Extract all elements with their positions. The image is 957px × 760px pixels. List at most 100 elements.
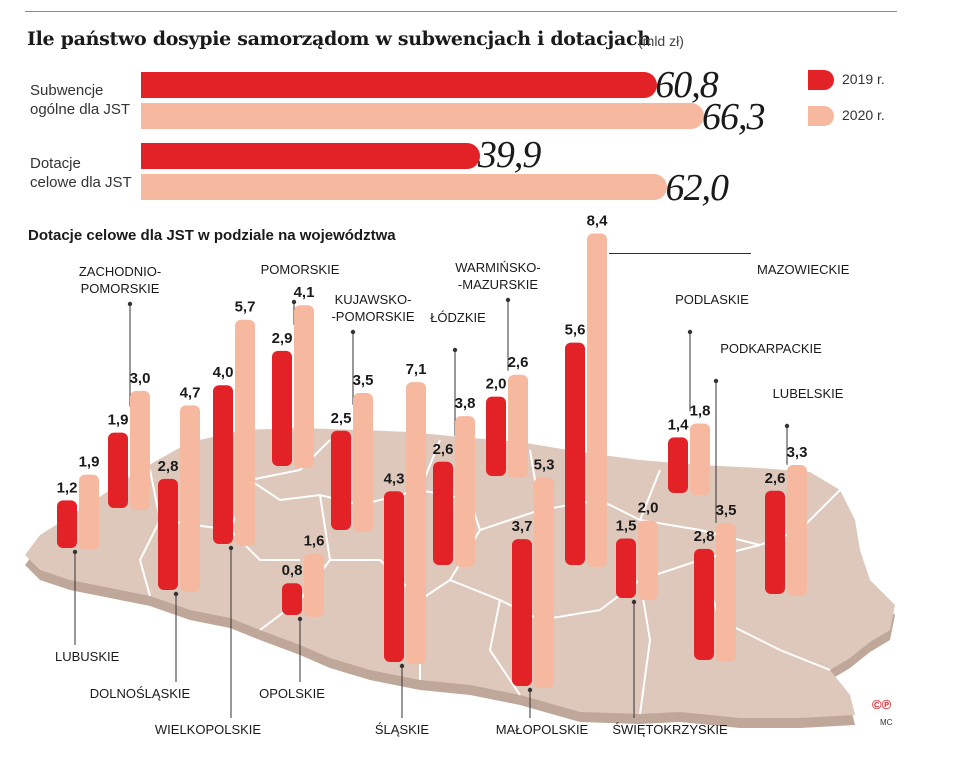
bar-2020-mazowieckie (587, 233, 607, 567)
value-2020-kujawsko-pomorskie: 3,5 (353, 372, 374, 389)
bar-2019-wielkopolskie (213, 385, 233, 544)
copyright-mark: ©℗ (872, 697, 892, 712)
region-label-pomorskie: POMORSKIE (261, 262, 340, 277)
legend-label-2019: 2019 r. (842, 71, 885, 87)
bar-2020-lubuskie (79, 474, 99, 550)
value-2019-podlaskie: 1,4 (668, 416, 690, 433)
bar-2019-małopolskie (512, 539, 532, 686)
value-subwencje-2020: 66,3 (702, 96, 765, 138)
bar-2019-łódzkie (433, 461, 453, 565)
region-layer: 1,21,9LUBUSKIE1,93,0ZACHODNIO-POMORSKIE2… (55, 213, 850, 737)
row-label-dotacje: Dotacje celowe dla JST (30, 155, 132, 191)
bar-2019-zachodnio-pomorskie (108, 432, 128, 508)
value-2020-mazowieckie: 8,4 (587, 213, 609, 230)
bar-2020-małopolskie (534, 477, 554, 688)
region-label-opolskie: OPOLSKIE (259, 686, 325, 701)
bar-2019-podlaskie (668, 437, 688, 493)
bar-2019-podkarpackie (694, 548, 714, 660)
region-label-zachodnio-pomorskie: ZACHODNIO-POMORSKIE (79, 264, 161, 296)
chart-unit: (mld zł) (638, 33, 684, 49)
bar-2019-dolnośląskie (158, 478, 178, 590)
region-label-lubuskie: LUBUSKIE (55, 649, 120, 664)
value-2020-świętokrzyskie: 2,0 (638, 500, 659, 517)
chart-title: Ile państwo dosypie samorządom w subwenc… (27, 28, 651, 50)
bar-2019-świętokrzyskie (616, 538, 636, 598)
value-2019-wielkopolskie: 4,0 (213, 364, 234, 381)
bar-2020-kujawsko-pomorskie (353, 393, 373, 532)
legend-swatch-2019 (808, 70, 834, 90)
region-label-dolnośląskie: DOLNOŚLĄSKIE (90, 686, 191, 701)
value-2020-opolskie: 1,6 (304, 532, 325, 549)
bar-subwencje-2019 (141, 72, 658, 98)
region-warmińsko-mazurskie: 2,02,6 WARMIŃSKO--MAZURSKIE (455, 260, 541, 478)
region-label-łódzkie: ŁÓDZKIE (430, 310, 486, 325)
value-2019-dolnośląskie: 2,8 (158, 458, 179, 475)
region-podlaskie: 1,41,8 PODLASKIE (668, 292, 749, 495)
bar-2020-warmińsko-mazurskie (508, 374, 528, 478)
bar-2020-świętokrzyskie (638, 520, 658, 600)
bar-2019-śląskie (384, 491, 404, 662)
region-mazowieckie: 5,6 8,4 MAZOWIECKIE (565, 213, 850, 567)
bar-2020-pomorskie (294, 305, 314, 468)
value-2019-małopolskie: 3,7 (512, 518, 533, 535)
value-2019-łódzkie: 2,6 (433, 441, 454, 458)
row-label-subwencje: Subwencje ogólne dla JST (30, 82, 131, 118)
region-label-mazowieckie: MAZOWIECKIE (757, 262, 850, 277)
legend-label-2020: 2020 r. (842, 107, 885, 123)
value-2020-wielkopolskie: 5,7 (235, 299, 256, 316)
region-label-lubelskie: LUBELSKIE (773, 386, 844, 401)
value-2020-podlaskie: 1,8 (690, 403, 711, 420)
region-małopolskie: 3,7 5,3 MAŁOPOLSKIE (496, 457, 589, 737)
region-label-podlaskie: PODLASKIE (675, 292, 749, 307)
region-pomorskie: 2,9 4,1 POMORSKIE (261, 262, 340, 468)
value-2020-łódzkie: 3,8 (455, 395, 476, 412)
bar-2019-warmińsko-mazurskie (486, 396, 506, 476)
bar-2020-lubelskie (787, 464, 807, 596)
bar-2019-mazowieckie (565, 342, 585, 565)
region-dolnośląskie: 2,8 4,7 DOLNOŚLĄSKIE (90, 384, 201, 701)
region-podkarpackie: 2,83,5 PODKARPACKIE (694, 341, 822, 662)
bar-2019-lubuskie (57, 500, 77, 548)
value-2019-śląskie: 4,3 (384, 470, 405, 487)
value-2019-pomorskie: 2,9 (272, 330, 293, 347)
region-lubelskie: 2,63,3 LUBELSKIE (765, 386, 844, 596)
map-subtitle: Dotacje celowe dla JST w podziale na woj… (28, 227, 396, 244)
region-label-podkarpackie: PODKARPACKIE (720, 341, 822, 356)
value-2019-opolskie: 0,8 (282, 562, 303, 579)
bar-2019-pomorskie (272, 350, 292, 466)
bar-2020-śląskie (406, 382, 426, 664)
region-lubuskie: 1,21,9 LUBUSKIE (55, 454, 120, 664)
value-subwencje-2019: 60,8 (655, 64, 718, 106)
value-2020-śląskie: 7,1 (406, 361, 427, 378)
bar-2020-wielkopolskie (235, 319, 255, 546)
value-2019-kujawsko-pomorskie: 2,5 (331, 410, 352, 427)
value-2020-lubelskie: 3,3 (787, 444, 808, 461)
value-2020-dolnośląskie: 4,7 (180, 384, 201, 401)
value-2020-zachodnio-pomorskie: 3,0 (130, 370, 151, 387)
value-2020-podkarpackie: 3,5 (716, 502, 737, 519)
value-2020-lubuskie: 1,9 (79, 454, 100, 471)
bar-2019-opolskie (282, 583, 302, 615)
region-label-świętokrzyskie: ŚWIĘTOKRZYSKIE (612, 722, 728, 737)
bar-2020-opolskie (304, 553, 324, 617)
bar-subwencje-2020 (141, 103, 704, 129)
bar-2020-podlaskie (690, 423, 710, 495)
region-label-małopolskie: MAŁOPOLSKIE (496, 722, 589, 737)
region-label-warmińsko-mazurskie: WARMIŃSKO--MAZURSKIE (455, 260, 540, 292)
value-2019-podkarpackie: 2,8 (694, 528, 715, 545)
value-2020-warmińsko-mazurskie: 2,6 (508, 354, 529, 371)
bar-dotacje-2020 (141, 174, 668, 200)
bar-2019-kujawsko-pomorskie (331, 430, 351, 530)
bar-2020-łódzkie (455, 416, 475, 567)
region-label-kujawsko-pomorskie: KUJAWSKO--POMORSKIE (331, 292, 414, 324)
region-łódzkie: 2,6 3,8 ŁÓDZKIE (430, 310, 486, 567)
value-2020-pomorskie: 4,1 (294, 284, 315, 301)
region-label-wielkopolskie: WIELKOPOLSKIE (155, 722, 262, 737)
region-wielkopolskie: 4,0 5,7 WIELKOPOLSKIE (155, 299, 262, 737)
region-zachodnio-pomorskie: 1,9 3,0 ZACHODNIO-POMORSKIE (79, 264, 161, 510)
value-dotacje-2020: 62,0 (665, 167, 728, 209)
region-opolskie: 0,81,6 OPOLSKIE (259, 532, 325, 701)
bar-2019-lubelskie (765, 490, 785, 594)
value-2019-lubelskie: 2,6 (765, 470, 786, 487)
region-świętokrzyskie: 1,52,0 ŚWIĘTOKRZYSKIE (612, 500, 728, 737)
